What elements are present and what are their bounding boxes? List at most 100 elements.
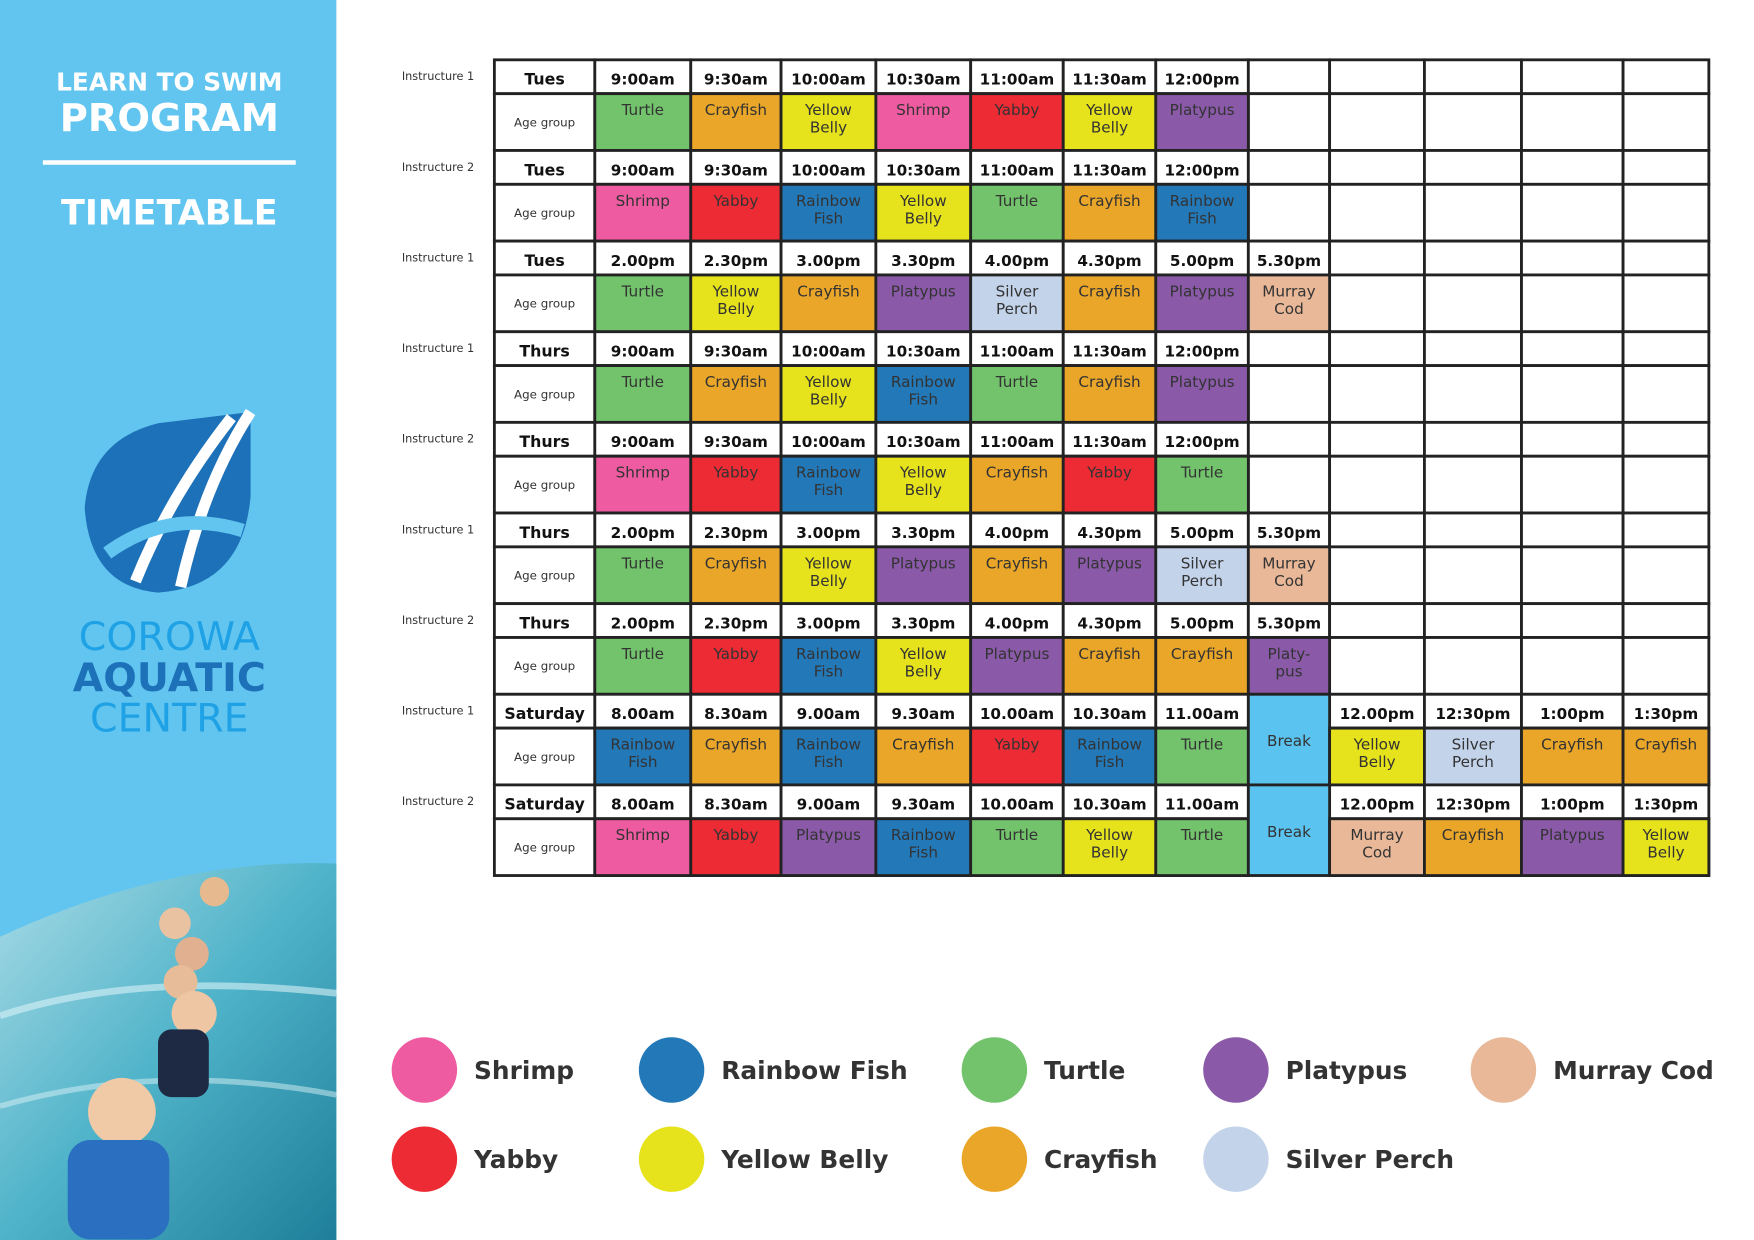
group-name: Rainbow Fish: [796, 192, 861, 228]
group-cell: [593, 636, 693, 696]
legend-swatch: [391, 1037, 458, 1103]
time: 3.30pm: [891, 614, 955, 632]
time: 10:00am: [791, 161, 866, 179]
cell: [1520, 273, 1625, 334]
cell: [1423, 454, 1523, 515]
cell: [1423, 783, 1523, 821]
legend-swatch: [638, 1037, 705, 1103]
cell: [1328, 545, 1426, 606]
group-name: Rainbow Fish: [891, 373, 956, 409]
time: 11:30am: [1072, 343, 1147, 361]
group-name: Silver Perch: [1452, 736, 1495, 772]
group-cell: [1621, 817, 1711, 877]
group-cell: [1423, 817, 1523, 877]
row-label: Age group: [514, 297, 575, 311]
time: 11:30am: [1072, 71, 1147, 89]
group-name: Yabby: [994, 736, 1040, 754]
cell: [492, 511, 597, 549]
cell: [1520, 783, 1625, 821]
group-name: Yellow Belly: [1642, 826, 1690, 862]
cell: [779, 783, 878, 821]
group-cell: [593, 817, 693, 877]
cell: [1154, 239, 1250, 277]
time: 12:00pm: [1164, 433, 1239, 451]
cell: [1328, 239, 1426, 277]
row-label: Age group: [514, 569, 575, 583]
row-label: Age group: [514, 478, 575, 492]
group-name: Rainbow Fish: [796, 645, 861, 681]
cell: [492, 330, 597, 368]
group-cell: [874, 364, 973, 424]
group-name: Yellow Belly: [1085, 826, 1133, 862]
cell: [1328, 511, 1426, 549]
group-name: Shrimp: [616, 192, 670, 210]
group-name: Crayfish: [1171, 645, 1233, 663]
time: 2.30pm: [704, 614, 768, 632]
time: 5.00pm: [1170, 252, 1234, 270]
cell: [492, 692, 597, 730]
cell: [1621, 420, 1711, 458]
cell: [1520, 330, 1625, 368]
cell: [1328, 454, 1426, 515]
time: 11:30am: [1072, 433, 1147, 451]
group-name: Platypus: [1077, 554, 1142, 572]
cell: [1621, 92, 1711, 152]
legend-label: Silver Perch: [1286, 1145, 1454, 1174]
group-cell: [1621, 726, 1711, 787]
cell: [1328, 58, 1426, 96]
legend-swatch: [1203, 1126, 1269, 1192]
cell: [1520, 420, 1625, 458]
day: Tues: [524, 160, 564, 179]
group-name: Crayfish: [1541, 736, 1603, 754]
time: 2.00pm: [611, 614, 675, 632]
group-name: Rainbow Fish: [1077, 736, 1142, 772]
legend-label: Crayfish: [1044, 1145, 1158, 1174]
cell: [1520, 511, 1625, 549]
group-cell: [1061, 545, 1158, 606]
time: 9:30am: [704, 71, 768, 89]
group-name: Turtle: [621, 373, 664, 391]
cell: [1328, 330, 1426, 368]
time: 9.30am: [891, 705, 955, 723]
cell: [689, 330, 783, 368]
cell: [1423, 545, 1523, 606]
time: 4.00pm: [985, 252, 1049, 270]
cell: [1328, 420, 1426, 458]
cell: [1621, 364, 1711, 424]
group-name: Turtle: [621, 282, 664, 300]
group-cell: [1154, 726, 1250, 787]
cell: [1621, 636, 1711, 696]
instructor-label: Instructure 1: [402, 523, 474, 536]
cell: [593, 783, 693, 821]
group-name: Yellow Belly: [804, 373, 852, 409]
cell: [1621, 273, 1711, 334]
cell: [1621, 545, 1711, 606]
legend-label: Rainbow Fish: [721, 1056, 907, 1085]
group-cell: [874, 817, 973, 877]
cell: [1520, 92, 1625, 152]
cell: [689, 149, 783, 186]
group-name: Crayfish: [1442, 826, 1504, 844]
legend-label: Yabby: [473, 1145, 558, 1174]
time: 9:00am: [611, 343, 675, 361]
group-name: Platypus: [796, 826, 861, 844]
group-name: Turtle: [621, 554, 664, 572]
cell: [1246, 149, 1332, 186]
group-cell: [969, 273, 1065, 334]
cell: [874, 239, 973, 277]
group-cell: [969, 817, 1065, 877]
time: 5.30pm: [1257, 524, 1321, 542]
instructor-label: Instructure 2: [402, 433, 474, 446]
day: Tues: [524, 70, 564, 89]
cell: [1423, 182, 1523, 243]
group-name: Yellow Belly: [804, 554, 852, 590]
group-name: Yabby: [994, 101, 1040, 119]
group-name: Crayfish: [705, 554, 767, 572]
day: Thurs: [519, 432, 569, 451]
logo-mark: [84, 408, 256, 593]
cell: [1246, 511, 1332, 549]
time: 5.30pm: [1257, 614, 1321, 632]
instructor-label: Instructure 1: [402, 251, 474, 264]
time: 3.00pm: [796, 524, 860, 542]
group-name: Crayfish: [986, 464, 1048, 482]
